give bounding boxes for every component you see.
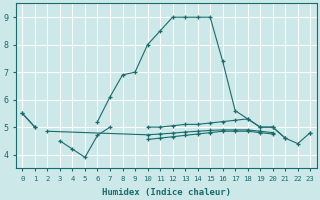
X-axis label: Humidex (Indice chaleur): Humidex (Indice chaleur)	[102, 188, 231, 197]
